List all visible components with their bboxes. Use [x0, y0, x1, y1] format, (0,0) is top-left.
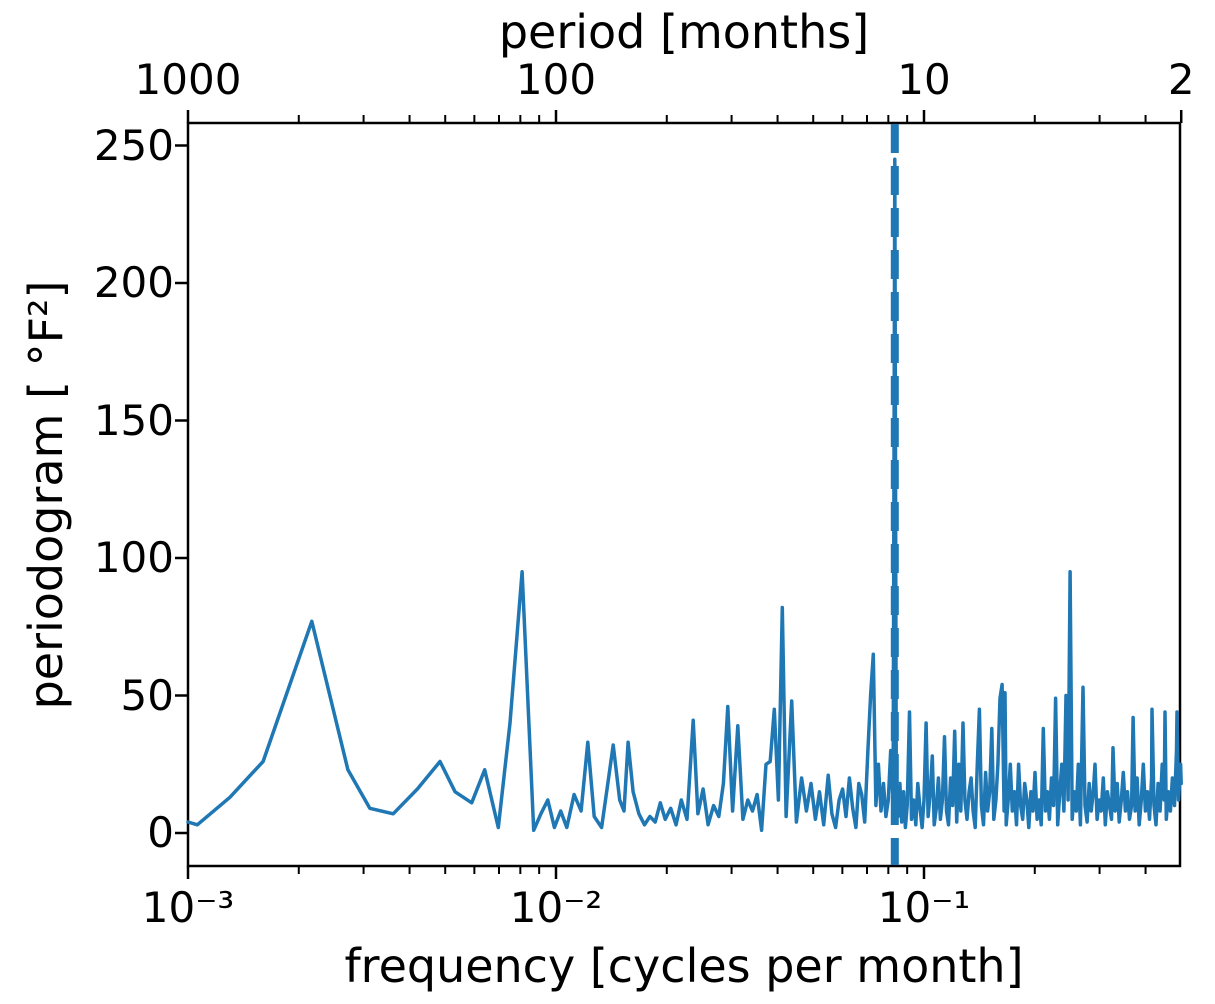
y-tick-label-250: 250 — [93, 120, 174, 170]
y-tick-label-100: 100 — [93, 532, 174, 582]
y-tick-label-50: 50 — [120, 670, 174, 720]
x-tick-label-1e-1: 10⁻¹ — [877, 883, 971, 932]
y-axis-label: periodogram [ °F²] — [18, 280, 73, 709]
y-tick-label-200: 200 — [93, 257, 174, 307]
x-tick-label-1e-2: 10⁻² — [509, 883, 603, 932]
top-tick-label-2: 2 — [1167, 55, 1195, 104]
top-tick-label-10: 10 — [897, 55, 951, 104]
x-tick-label-1e-3: 10⁻³ — [141, 883, 235, 932]
y-tick-label-150: 150 — [93, 395, 174, 445]
top-tick-label-1000: 1000 — [134, 55, 242, 104]
top-axis-label: period [months] — [498, 5, 870, 59]
periodogram-line — [186, 157, 1183, 833]
axes-spines — [186, 121, 1182, 868]
y-tick-label-0: 0 — [147, 807, 174, 857]
top-tick-label-100: 100 — [515, 55, 597, 104]
bottom-axis-label: frequency [cycles per month] — [344, 939, 1024, 993]
